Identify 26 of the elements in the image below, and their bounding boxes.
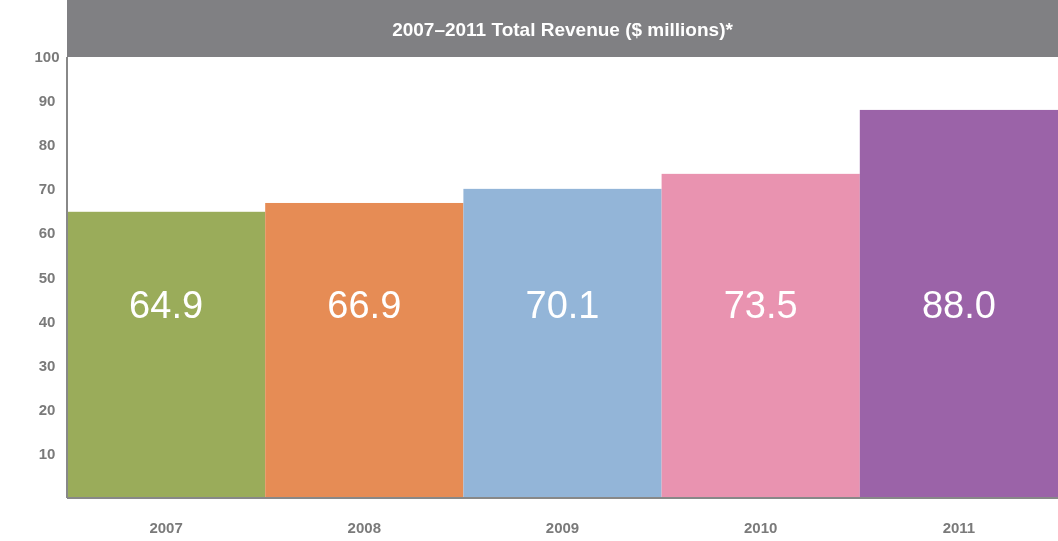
- y-tick-label: 100: [34, 48, 60, 65]
- chart-title: 2007–2011 Total Revenue ($ millions)*: [392, 18, 734, 40]
- data-label: 64.9: [129, 283, 204, 326]
- bar: [859, 109, 1058, 498]
- x-tick-label: 2007: [149, 519, 183, 536]
- y-tick-label: 70: [38, 180, 56, 198]
- data-label: 70.1: [525, 283, 600, 326]
- data-label: 66.9: [327, 283, 402, 326]
- data-label: 73.5: [723, 283, 798, 326]
- y-tick-label: 10: [38, 444, 56, 462]
- y-tick-label: 50: [38, 268, 56, 286]
- x-tick-label: 2008: [347, 519, 381, 536]
- bar: [661, 173, 860, 498]
- y-tick-label: 80: [38, 136, 56, 154]
- x-tick-label: 2010: [744, 519, 778, 536]
- x-tick-label: 2009: [545, 519, 580, 536]
- y-tick-label: 20: [38, 400, 56, 418]
- y-tick-label: 30: [38, 356, 56, 374]
- y-tick-label: 60: [38, 224, 56, 242]
- bar: [463, 188, 662, 498]
- bar: [67, 211, 266, 498]
- bar: [265, 202, 464, 498]
- x-tick-label: 2011: [942, 519, 976, 536]
- y-tick-label: 40: [38, 312, 56, 330]
- data-label: 88.0: [921, 283, 996, 326]
- y-tick-label: 90: [38, 92, 56, 110]
